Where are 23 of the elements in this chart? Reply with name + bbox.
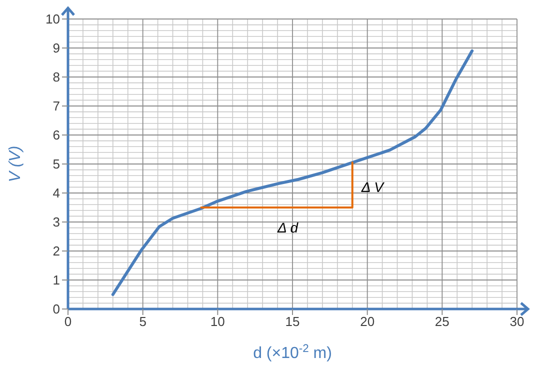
y-tick-label: 7 [52, 98, 60, 114]
x-tick-label: 20 [360, 314, 375, 330]
y-tick-label: 9 [52, 40, 60, 56]
x-tick-label: 15 [285, 314, 300, 330]
y-tick-label: 6 [52, 128, 60, 143]
x-tick-label: 0 [64, 314, 72, 330]
x-tick-label: 5 [139, 314, 146, 330]
y-tick-label: 10 [46, 12, 60, 27]
x-tick-label: 10 [210, 314, 225, 330]
y-tick-label: 2 [52, 244, 60, 259]
y-tick-label: 4 [52, 186, 60, 201]
y-tick-label: 8 [52, 70, 60, 85]
annotation: Δ V [360, 178, 386, 195]
y-tick-label: 5 [52, 156, 60, 172]
y-tick-label: 0 [52, 302, 60, 317]
y-tick-label: 1 [52, 272, 60, 288]
annotation: Δ d [276, 220, 300, 236]
y-tick-label: 3 [52, 214, 60, 230]
x-axis-title: d (×10$^{-2}$ m) [253, 343, 332, 362]
x-tick-label: 30 [510, 314, 524, 330]
y-axis-title: V (V) [7, 146, 24, 182]
x-tick-label: 25 [434, 314, 450, 330]
line-series [111, 49, 474, 296]
